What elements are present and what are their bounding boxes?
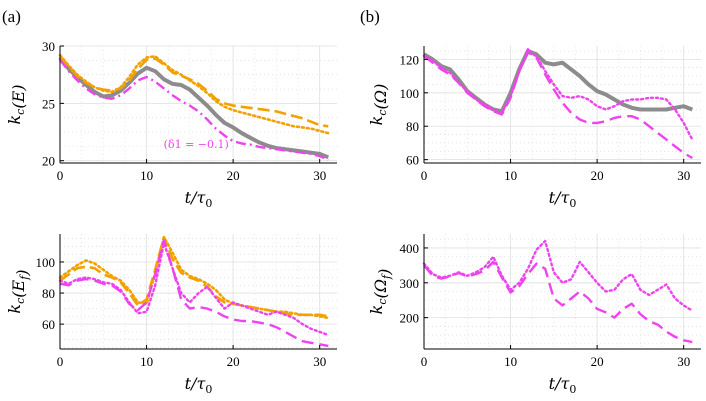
- y-tick-label: 60: [406, 153, 419, 168]
- series-line-magenta-dashed: [59, 238, 329, 348]
- y-tick-label: 100: [36, 255, 56, 270]
- series-line-magenta-dashed: [423, 260, 693, 344]
- x-tick-label: 30: [677, 354, 690, 369]
- chart-panel-kc-E: 0 10 20 30 20 25 30 t/τ0 kc(E) (δ1 = −0.1): [5, 39, 337, 210]
- x-tick-label: 30: [677, 168, 690, 183]
- y-tick-label: 120: [400, 52, 420, 67]
- series-line-magenta-dotted: [58, 242, 330, 337]
- y-tick-label: 80: [406, 119, 419, 134]
- series-line-orange-dashed: [59, 235, 329, 318]
- y-tick-label: 25: [42, 96, 55, 111]
- x-tick-label: 0: [421, 354, 428, 369]
- chart-panel-kc-Ef: 0 10 20 30 60 80 100 t/τ0 kc(Ef): [5, 234, 337, 396]
- y-tick-label: 400: [400, 241, 420, 256]
- series-line-orange-dotted: [58, 235, 330, 320]
- chart-panel-kc-Omega-f: 0 10 20 30 200 300 400 t/τ0 kc(Ωf): [367, 234, 701, 396]
- chart-panel-kc-Omega: 0 10 20 30 60 80 100 120 t/τ0 kc(Ω): [367, 46, 701, 210]
- panel-tag-a: (a): [2, 7, 21, 26]
- series-line-magenta-dotted: [422, 239, 694, 312]
- y-axis-label: kc(Ωf): [367, 269, 394, 315]
- panel-tag-b: (b): [360, 7, 380, 26]
- delta-annotation: (δ1 = −0.1): [164, 138, 229, 151]
- series-line-orange-dotted: [58, 53, 330, 135]
- y-axis-label: kc(E): [5, 84, 28, 124]
- x-tick-label: 20: [591, 354, 604, 369]
- x-tick-label: 10: [140, 354, 153, 369]
- y-tick-label: 300: [400, 276, 420, 291]
- series-line-gray-solid: [423, 49, 694, 114]
- x-axis-label: t/τ0: [549, 374, 577, 396]
- x-tick-label: 0: [57, 354, 64, 369]
- x-tick-label: 30: [313, 168, 326, 183]
- x-tick-label: 10: [504, 354, 517, 369]
- y-tick-label: 80: [42, 286, 55, 301]
- y-tick-label: 100: [400, 86, 420, 101]
- series-line-magenta-dashed: [423, 48, 693, 160]
- x-axis-label: t/τ0: [185, 374, 213, 396]
- x-tick-label: 20: [227, 168, 240, 183]
- y-axis-label: kc(Ef): [5, 269, 32, 313]
- x-tick-label: 20: [591, 168, 604, 183]
- x-axis-label: t/τ0: [549, 188, 577, 210]
- x-tick-label: 10: [140, 168, 153, 183]
- series-line-magenta-dashdot: [59, 59, 329, 161]
- y-tick-label: 60: [42, 317, 55, 332]
- x-tick-label: 30: [313, 354, 326, 369]
- y-tick-label: 200: [400, 311, 420, 326]
- y-axis-label: kc(Ω): [367, 84, 390, 126]
- x-tick-label: 10: [504, 168, 517, 183]
- x-tick-label: 0: [57, 168, 64, 183]
- x-tick-label: 20: [227, 354, 240, 369]
- y-tick-label: 20: [42, 154, 55, 169]
- x-axis-label: t/τ0: [185, 188, 213, 210]
- series-line-magenta-dotted: [422, 51, 694, 141]
- x-tick-label: 0: [421, 168, 428, 183]
- series-line-orange-dashed: [59, 55, 329, 128]
- y-tick-label: 30: [42, 39, 55, 54]
